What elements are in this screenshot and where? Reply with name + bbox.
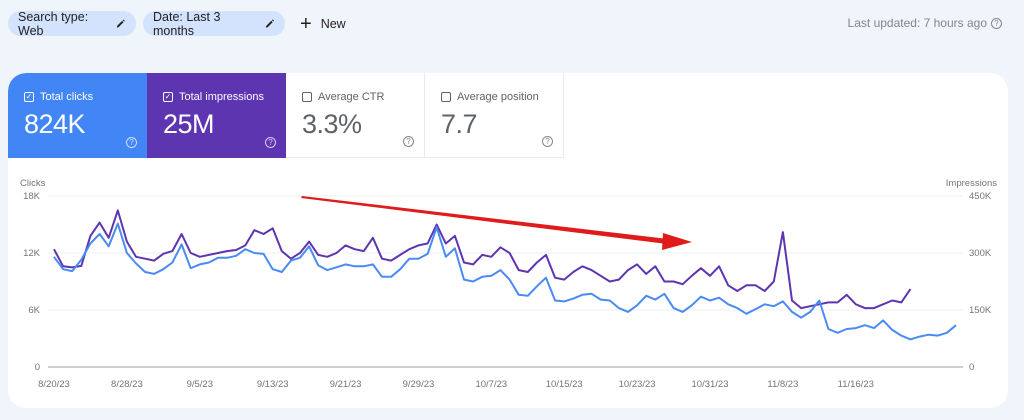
new-filter-button[interactable]: + New (300, 11, 346, 36)
last-updated-text: Last updated: 7 hours ago (847, 16, 987, 30)
checkbox-unchecked-icon[interactable] (441, 92, 451, 102)
svg-text:9/21/23: 9/21/23 (330, 379, 362, 390)
search-type-filter-chip[interactable]: Search type: Web (8, 9, 136, 38)
metric-value: 7.7 (441, 109, 478, 139)
svg-text:10/7/23: 10/7/23 (475, 379, 507, 390)
help-icon[interactable]: ? (991, 17, 1002, 29)
help-icon[interactable]: ? (265, 137, 276, 148)
metric-value: 25M (163, 109, 215, 139)
svg-text:9/13/23: 9/13/23 (257, 379, 289, 390)
date-filter-chip[interactable]: Date: Last 3 months (143, 9, 285, 38)
right-axis-ticks: 0 150K 300K 450K (969, 191, 992, 373)
trend-arrow-annotation (301, 196, 692, 250)
edit-pencil-icon (265, 18, 275, 28)
checkbox-checked-icon[interactable]: ✓ (163, 92, 173, 102)
svg-text:9/29/23: 9/29/23 (403, 379, 435, 390)
last-updated-status: Last updated: 7 hours ago ? (848, 16, 1002, 30)
new-filter-label: New (320, 16, 346, 31)
metric-value: 824K (24, 109, 86, 139)
metric-value: 3.3% (302, 109, 362, 139)
svg-text:18K: 18K (23, 191, 41, 202)
right-axis-title: Impressions (946, 178, 997, 189)
impressions-line[interactable] (53, 209, 912, 310)
performance-line-chart: Clicks Impressions 0 6K 12K 18K 0 150K 300K 45… (20, 178, 997, 390)
svg-text:11/16/23: 11/16/23 (838, 379, 874, 390)
clicks-line[interactable] (53, 222, 957, 341)
svg-text:0: 0 (35, 362, 40, 373)
svg-text:12K: 12K (23, 248, 41, 259)
metric-label: Total impressions (179, 91, 264, 103)
plus-icon: + (300, 12, 312, 35)
svg-text:150K: 150K (969, 305, 992, 316)
svg-text:300K: 300K (969, 248, 992, 259)
svg-text:11/8/23: 11/8/23 (767, 379, 798, 390)
filter-bar: Search type: Web Date: Last 3 months + N… (0, 0, 1024, 46)
checkbox-unchecked-icon[interactable] (302, 92, 312, 102)
metric-label: Total clicks (40, 91, 94, 103)
svg-text:0: 0 (969, 362, 974, 373)
metric-label: Average position (457, 91, 539, 103)
svg-text:6K: 6K (28, 305, 40, 316)
help-icon[interactable]: ? (542, 136, 553, 147)
svg-text:450K: 450K (969, 191, 992, 202)
svg-text:9/5/23: 9/5/23 (187, 379, 213, 390)
svg-text:10/15/23: 10/15/23 (546, 379, 583, 390)
svg-text:8/20/23: 8/20/23 (38, 379, 70, 390)
left-axis-title: Clicks (20, 178, 46, 189)
metric-total-clicks[interactable]: ✓ Total clicks 824K ? (8, 73, 147, 158)
svg-text:8/28/23: 8/28/23 (111, 379, 143, 390)
svg-text:10/23/23: 10/23/23 (619, 379, 656, 390)
checkbox-checked-icon[interactable]: ✓ (24, 92, 34, 102)
performance-card: ✓ Total clicks 824K ? ✓ Total impressions … (8, 73, 1008, 408)
edit-pencil-icon (117, 19, 126, 28)
x-axis-ticks: 8/20/23 8/28/23 9/5/23 9/13/23 9/21/23 9/29/2… (38, 379, 874, 390)
help-icon[interactable]: ? (403, 136, 414, 147)
left-axis-ticks: 0 6K 12K 18K (23, 191, 41, 373)
search-type-filter-label: Search type: Web (18, 9, 89, 38)
metric-total-impressions[interactable]: ✓ Total impressions 25M ? (147, 73, 286, 158)
metric-label: Average CTR (318, 91, 385, 103)
metric-average-position[interactable]: Average position 7.7 ? (425, 73, 564, 158)
help-icon[interactable]: ? (126, 137, 137, 148)
svg-text:10/31/23: 10/31/23 (692, 379, 729, 390)
date-filter-label: Date: Last 3 months (153, 9, 221, 38)
metric-average-ctr[interactable]: Average CTR 3.3% ? (286, 73, 425, 158)
